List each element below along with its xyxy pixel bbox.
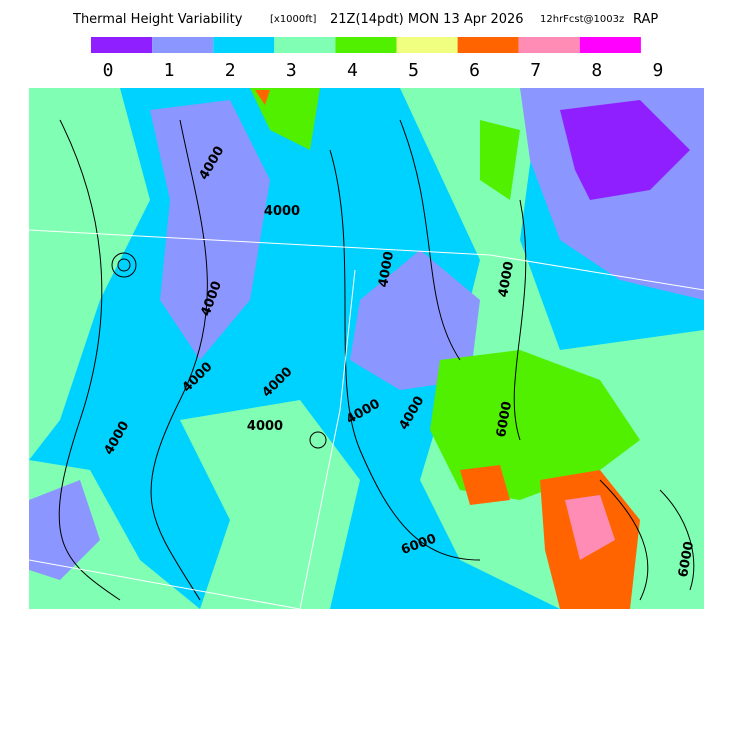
legend-swatch (335, 37, 397, 53)
contour-label: 6000 (676, 540, 697, 578)
area (460, 465, 510, 505)
legend-label: 9 (652, 60, 663, 81)
legend-swatch (518, 37, 580, 53)
area (255, 90, 270, 105)
area (29, 480, 100, 580)
legend-label: 1 (164, 60, 175, 81)
contour-label: 4000 (376, 250, 397, 288)
borders (29, 229, 704, 609)
legend-label: 4 (347, 60, 358, 81)
legend-label: 5 (408, 60, 419, 81)
title: Thermal Height Variability (72, 12, 243, 27)
legend-swatch (457, 37, 519, 53)
model: RAP (633, 12, 658, 27)
legend-label: 0 (103, 60, 114, 81)
legend-swatch (579, 37, 641, 53)
contours (58, 119, 695, 601)
legend: 0 1 2 3 4 5 6 7 8 9 (91, 37, 663, 81)
area (560, 100, 690, 200)
legend-label: 7 (530, 60, 541, 81)
legend-label: 8 (591, 60, 602, 81)
legend-swatch (274, 37, 336, 53)
area (565, 495, 615, 560)
area (480, 120, 520, 200)
legend-swatch (152, 37, 214, 53)
legend-swatch (213, 37, 275, 53)
contour-label: 4000 (247, 419, 283, 434)
legend-swatch (91, 37, 153, 53)
area (430, 350, 640, 500)
legend-swatch (396, 37, 458, 53)
area (180, 400, 360, 609)
area (250, 88, 320, 150)
legend-label: 3 (286, 60, 297, 81)
contour-label: 4000 (264, 204, 300, 219)
area (150, 100, 270, 360)
legend-label: 2 (225, 60, 236, 81)
units: [x1000ft] (270, 14, 317, 25)
contour-label: 6000 (494, 400, 515, 438)
forecast: 12hrFcst@1003z (540, 14, 624, 25)
area (350, 250, 480, 390)
area (29, 88, 150, 460)
legend-label: 6 (469, 60, 480, 81)
contour-label: 4000 (496, 260, 517, 298)
time: 21Z(14pdt) MON 13 Apr 2026 (330, 12, 524, 27)
